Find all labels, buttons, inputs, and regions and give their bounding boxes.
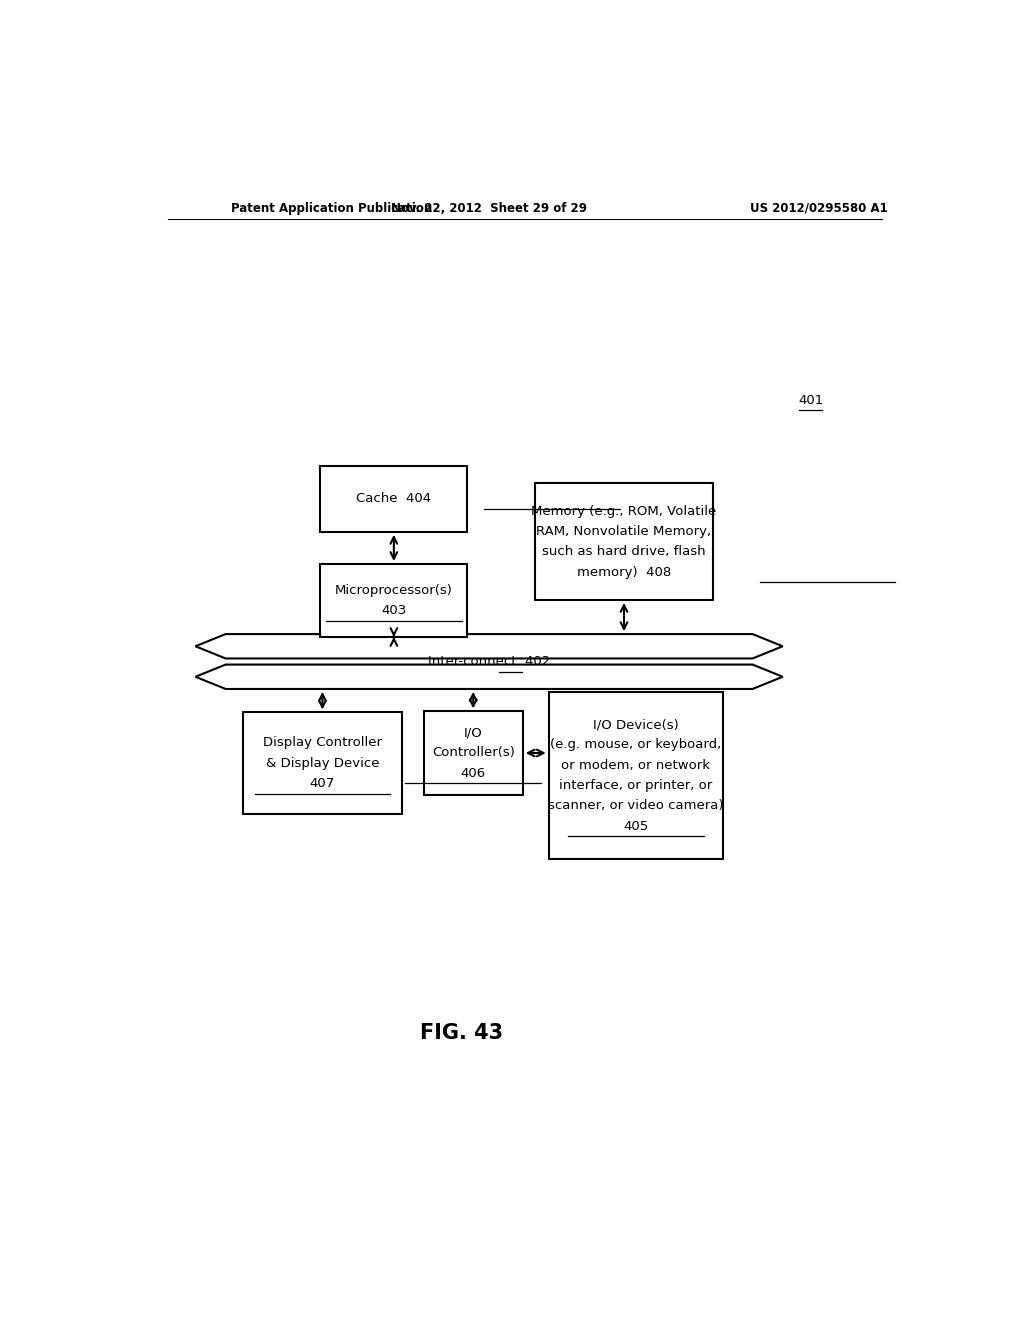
Text: scanner, or video camera): scanner, or video camera) (548, 800, 724, 812)
Text: 405: 405 (624, 820, 648, 833)
Text: I/O: I/O (464, 726, 482, 739)
Text: RAM, Nonvolatile Memory,: RAM, Nonvolatile Memory, (537, 525, 712, 539)
Text: such as hard drive, flash: such as hard drive, flash (542, 545, 706, 558)
Bar (321, 466, 467, 532)
Text: Inter-connect  402: Inter-connect 402 (428, 655, 550, 668)
Text: Controller(s): Controller(s) (432, 747, 515, 759)
Text: Display Controller: Display Controller (263, 737, 382, 750)
Text: 407: 407 (310, 777, 335, 789)
Bar (243, 713, 401, 814)
Text: I/O Device(s): I/O Device(s) (593, 718, 679, 731)
Text: interface, or printer, or: interface, or printer, or (559, 779, 713, 792)
Text: 403: 403 (381, 605, 407, 618)
Text: (e.g. mouse, or keyboard,: (e.g. mouse, or keyboard, (550, 738, 722, 751)
Text: Memory (e.g., ROM, Volatile: Memory (e.g., ROM, Volatile (531, 504, 717, 517)
Bar (321, 564, 467, 638)
Text: Nov. 22, 2012  Sheet 29 of 29: Nov. 22, 2012 Sheet 29 of 29 (391, 202, 587, 215)
Text: Patent Application Publication: Patent Application Publication (231, 202, 432, 215)
Text: & Display Device: & Display Device (265, 756, 379, 770)
Bar (535, 483, 714, 601)
Text: US 2012/0295580 A1: US 2012/0295580 A1 (750, 202, 888, 215)
Bar (549, 692, 723, 859)
Text: Cache  404: Cache 404 (356, 492, 431, 506)
Text: Microprocessor(s): Microprocessor(s) (335, 583, 453, 597)
Text: FIG. 43: FIG. 43 (420, 1023, 503, 1043)
Polygon shape (196, 634, 782, 659)
Text: 406: 406 (461, 767, 485, 780)
Polygon shape (196, 664, 782, 689)
Text: 401: 401 (799, 395, 824, 408)
Text: memory)  408: memory) 408 (577, 565, 671, 578)
Text: or modem, or network: or modem, or network (561, 759, 711, 772)
Bar (424, 711, 523, 795)
